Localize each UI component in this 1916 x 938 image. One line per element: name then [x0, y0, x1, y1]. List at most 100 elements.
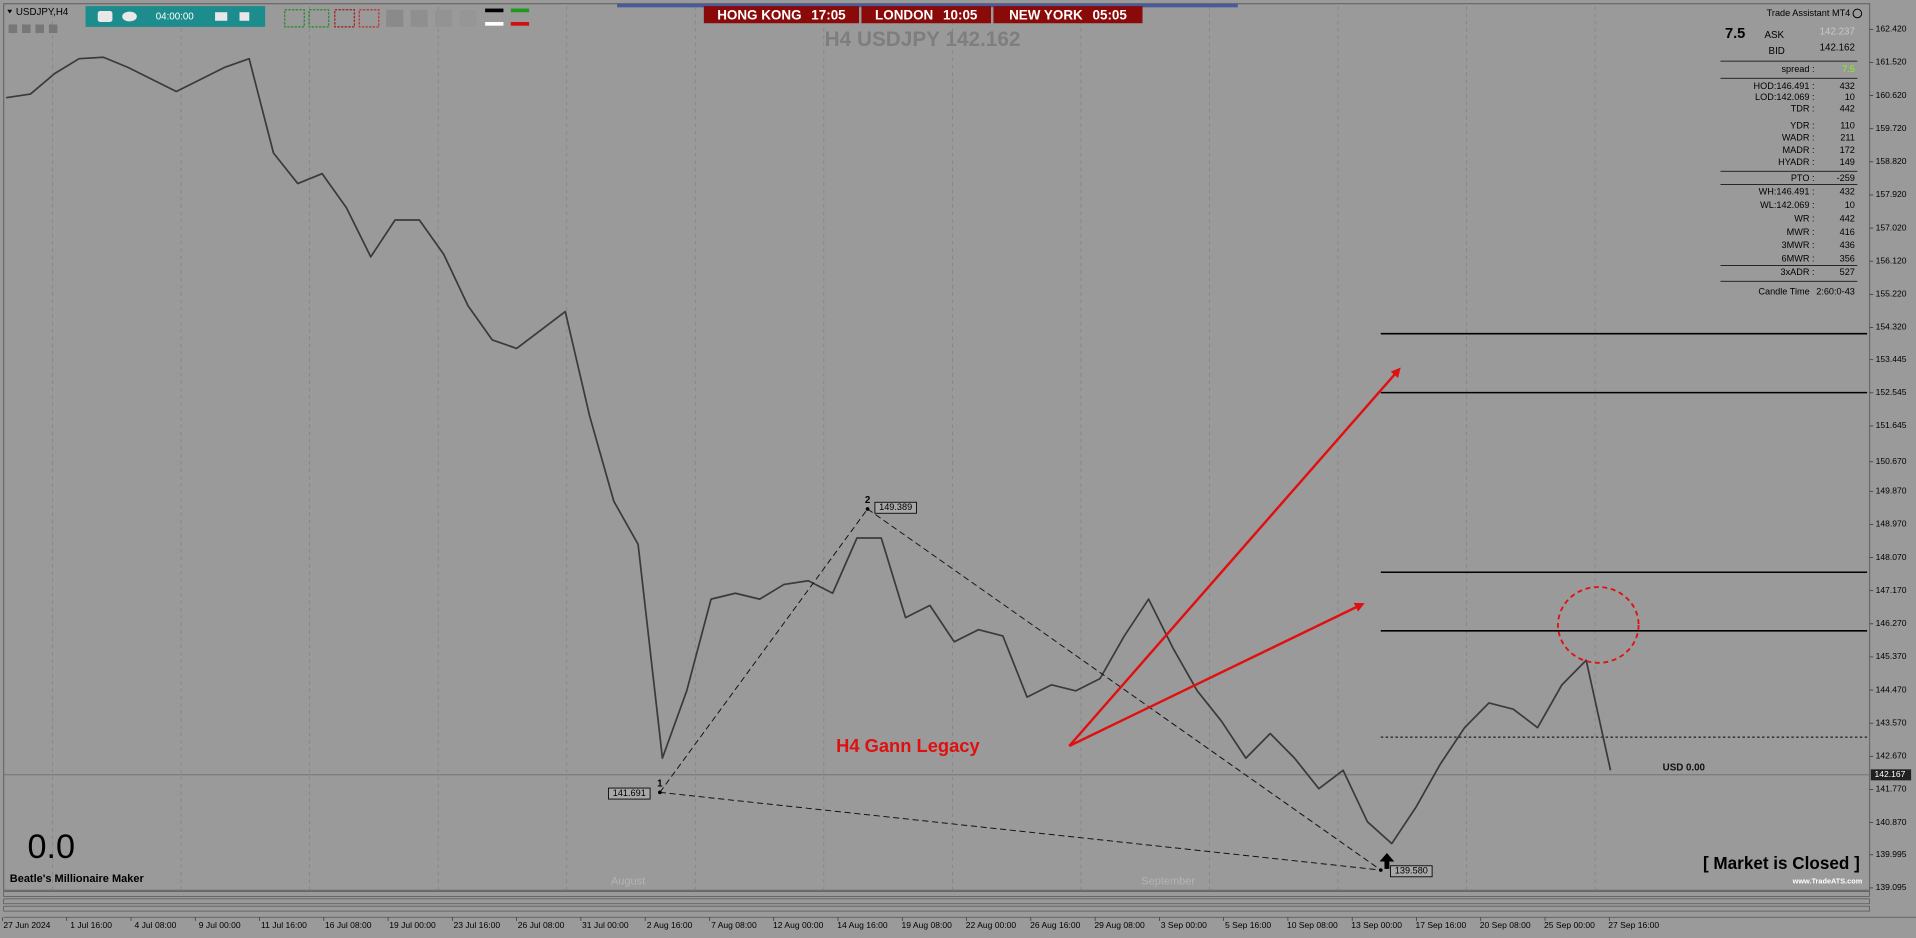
arrow: [1068, 602, 1365, 748]
pattern-point: [865, 507, 870, 511]
y-tick-label: 149.870: [1876, 486, 1907, 496]
pattern-line: [659, 791, 1381, 871]
menu-button[interactable]: [215, 12, 228, 21]
month-label: September: [1141, 876, 1195, 888]
panel-title: Trade Assistant MT4: [1767, 8, 1851, 18]
x-tick-label: 4 Jul 08:00: [135, 920, 177, 930]
trade-assistant-panel: Trade Assistant MT4 7.5 ASK 142.237 BID …: [1720, 8, 1863, 297]
mini-button[interactable]: [21, 24, 31, 34]
y-tick-label: 147.170: [1876, 585, 1907, 595]
y-tick-label: 157.020: [1876, 222, 1907, 232]
panel-label: LOD:142.069 :: [1755, 92, 1815, 102]
tool-button[interactable]: [334, 9, 355, 28]
toolbar: [85, 6, 266, 27]
x-tick-label: 13 Sep 00:00: [1351, 920, 1402, 930]
camera-button[interactable]: [97, 11, 113, 23]
clock-text: HONG KONG 17:05: [717, 7, 846, 22]
object-buttons: [284, 8, 530, 28]
chart-title: H4 USDJPY 142.162: [825, 28, 1021, 51]
timer: 04:00:00: [156, 12, 195, 23]
panel-label: Candle Time: [1758, 287, 1809, 297]
y-tick-label: 148.970: [1876, 519, 1907, 529]
y-tick-label: 144.470: [1876, 684, 1907, 694]
clock-city: NEW YORK: [1009, 7, 1083, 22]
website: www.TradeATS.com: [1792, 877, 1863, 886]
x-tick-label: 26 Aug 16:00: [1030, 920, 1081, 930]
panel-value: 356: [1840, 254, 1855, 264]
price-box: [1390, 865, 1433, 878]
panel-label: YDR :: [1790, 120, 1814, 130]
y-tick-label: 148.070: [1876, 552, 1907, 562]
price-chart: 162.420 161.520 160.620 159.720 158.820 157.9…: [2, 24, 1912, 930]
color-swatch[interactable]: [485, 8, 504, 13]
y-tick-label: 143.570: [1876, 717, 1907, 727]
eye-button[interactable]: [122, 11, 137, 22]
color-swatch[interactable]: [510, 8, 530, 13]
panel-close[interactable]: [1852, 8, 1863, 19]
symbol-label: USDJPY,H4: [16, 7, 69, 18]
ask: 142.237: [1820, 26, 1855, 37]
x-tick-label: 9 Jul 00:00: [199, 920, 241, 930]
back-button[interactable]: [239, 12, 250, 21]
y-tick-label: 156.120: [1876, 255, 1907, 265]
x-tick-label: 14 Aug 16:00: [837, 920, 888, 930]
panel-label: TDR :: [1791, 103, 1815, 113]
tool-button[interactable]: [459, 9, 477, 27]
y-tick-label: 154.320: [1876, 322, 1907, 332]
panel-label: WH:146.491 :: [1759, 186, 1815, 196]
tool-button[interactable]: [284, 9, 305, 28]
color-swatch[interactable]: [485, 22, 504, 26]
x-tick-label: 20 Sep 08:00: [1480, 920, 1531, 930]
vertical-grid: [52, 6, 1596, 891]
dropdown-icon[interactable]: [7, 9, 13, 14]
x-tick-label: 5 Sep 16:00: [1225, 920, 1271, 930]
x-tick-label: 19 Jul 00:00: [389, 920, 436, 930]
clock-time: 05:05: [1093, 7, 1128, 22]
color-swatch[interactable]: [510, 22, 530, 26]
current-price-box: [1870, 769, 1912, 781]
stripe: [3, 905, 1870, 912]
balance: USD 0.00: [1663, 763, 1706, 774]
y-tick-label: 155.220: [1876, 289, 1907, 299]
ask-label: ASK: [1764, 30, 1784, 41]
arrow: [1068, 367, 1401, 747]
panel-label: 3MWR :: [1782, 240, 1815, 250]
clock-box: [993, 6, 1143, 24]
x-tick-label: 10 Sep 08:00: [1287, 920, 1338, 930]
top-strip: [617, 3, 1238, 8]
panel-label: WR :: [1794, 213, 1814, 223]
stripe: [3, 898, 1870, 905]
y-tick-label: 150.670: [1876, 456, 1907, 466]
price-box-label: 149.389: [879, 502, 912, 512]
mini-button[interactable]: [8, 24, 18, 34]
panel-label: 6MWR :: [1782, 254, 1815, 264]
y-tick-label: 145.370: [1876, 651, 1907, 661]
panel-label: spread :: [1781, 64, 1814, 74]
tool-button[interactable]: [435, 9, 453, 27]
tool-button[interactable]: [358, 9, 380, 28]
price-box: [874, 501, 917, 514]
pattern-point: [1378, 868, 1383, 872]
x-tick-label: 23 Jul 16:00: [454, 920, 501, 930]
mini-button[interactable]: [48, 24, 58, 34]
panel-value: 10: [1845, 92, 1855, 102]
price-line: [5, 56, 1612, 845]
tool-button[interactable]: [410, 9, 428, 27]
x-tick-label: 1 Jul 16:00: [70, 920, 112, 930]
tool-button[interactable]: [308, 9, 330, 28]
x-tick-label: 27 Sep 16:00: [1608, 920, 1659, 930]
y-tick-label: 146.270: [1876, 618, 1907, 628]
pattern-line: [867, 508, 1382, 871]
x-tick-label: 17 Sep 16:00: [1415, 920, 1466, 930]
price-box-label: 139.580: [1395, 866, 1428, 876]
point-number: 2: [865, 495, 871, 506]
x-tick-label: 12 Aug 00:00: [773, 920, 824, 930]
tool-button[interactable]: [386, 9, 404, 27]
mini-button[interactable]: [35, 24, 44, 34]
month-label: August: [611, 876, 645, 888]
y-tick-label: 160.620: [1876, 90, 1907, 100]
stripe: [3, 891, 1870, 897]
world-clock: HONG KONG 17:05 LONDON 10:05 NEW YORK 05:05: [703, 6, 1143, 24]
